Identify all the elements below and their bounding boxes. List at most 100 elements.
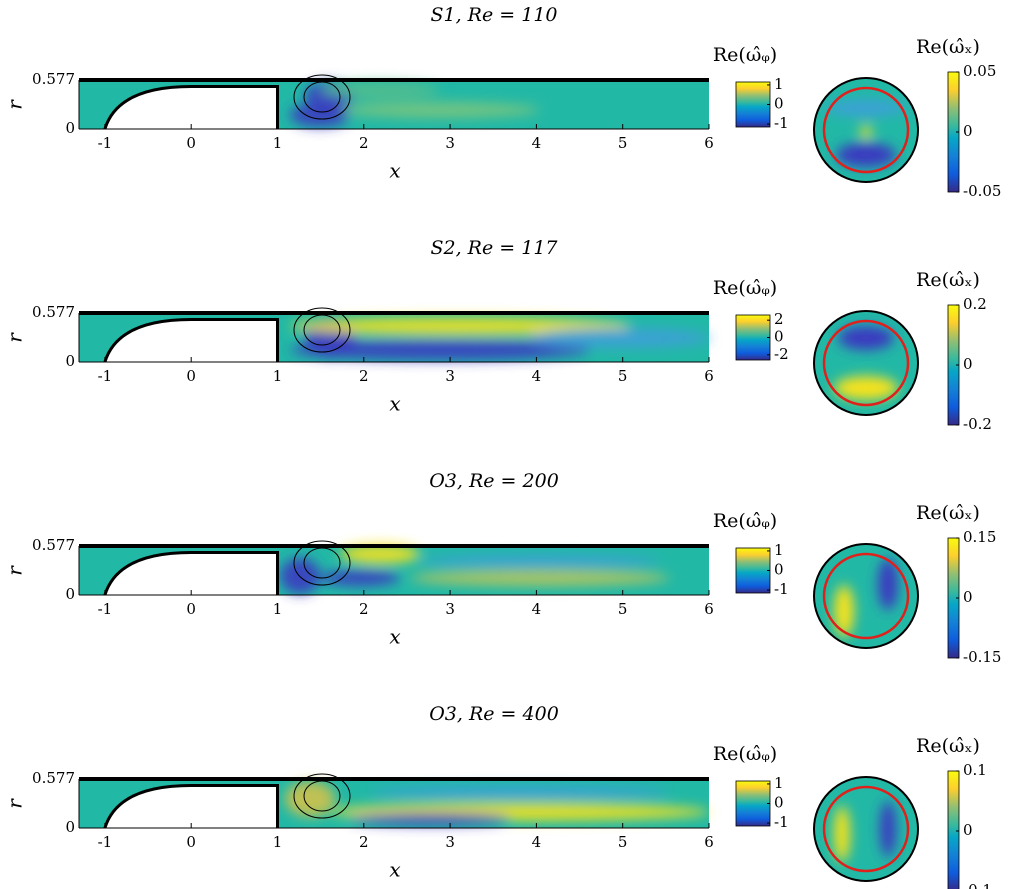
x-tick-label: 0	[186, 134, 196, 152]
field-blob	[410, 570, 670, 586]
field-blob	[290, 317, 630, 335]
colorbar	[735, 81, 771, 128]
section-structures	[826, 100, 906, 167]
field-blob	[320, 570, 400, 586]
section-outline	[813, 776, 919, 882]
field-blob	[290, 103, 350, 127]
x-tick-label: 3	[445, 367, 455, 385]
colorbar-tick-label: 0.15	[963, 528, 996, 546]
section-contour	[822, 552, 910, 640]
contour	[293, 307, 351, 353]
colorbar-label: Re(ω̂ₓ)	[916, 735, 980, 757]
colorbar-label: Re(ω̂ᵩ)	[713, 44, 777, 66]
x-axis-label: x	[389, 858, 400, 882]
panel: O3, Re = 400-1 0 1 2 3 4 5 600.577xrRe(ω̂ᵩ)-101…	[3, 703, 992, 889]
x-tick-label: 2	[359, 833, 369, 851]
y-axis-label: r	[3, 99, 27, 110]
x-tick-label: -1	[98, 833, 113, 851]
x-tick-label: 5	[618, 367, 628, 385]
section-outline	[813, 77, 919, 183]
panel: S1, Re = 110-1 0 1 2 3 4 5 600.577xrRe(ω̂ᵩ)-101…	[3, 4, 1002, 200]
section-blob	[838, 326, 894, 350]
colorbar-tick-label: -1	[774, 813, 789, 831]
field-blob	[340, 544, 420, 564]
colorbar-tick-label: 1	[774, 774, 784, 792]
colorbar-tick-label: 2	[774, 310, 784, 328]
colorbar-label: Re(ω̂ₓ)	[916, 36, 980, 58]
panel: O3, Re = 200-1 0 1 2 3 4 5 600.577xrRe(ω̂ᵩ)-101…	[3, 470, 1002, 666]
colorbar-tick-label: -2	[774, 345, 789, 363]
section-blob	[880, 801, 896, 857]
section-blob	[834, 376, 898, 400]
y-tick-label: 0.577	[32, 769, 75, 787]
field-structures	[285, 781, 710, 825]
colorbar	[735, 547, 771, 594]
x-tick-label: 0	[186, 600, 196, 618]
body-outline	[103, 551, 279, 596]
section-outline	[813, 543, 919, 649]
cross-section	[813, 310, 919, 416]
colorbar-label: Re(ω̂ᵩ)	[713, 743, 777, 765]
y-tick-label: 0	[65, 818, 75, 836]
panel-title: O3, Re = 200	[429, 470, 559, 492]
colorbar	[735, 780, 771, 827]
y-tick-label: 0	[65, 352, 75, 370]
field-blob	[370, 786, 670, 798]
colorbar-label: Re(ω̂ₓ)	[916, 502, 980, 524]
field-blob	[285, 781, 335, 817]
body-outline	[103, 85, 279, 130]
section-outline	[813, 310, 919, 416]
x-tick-label: -1	[98, 600, 113, 618]
section-blob	[826, 100, 906, 116]
x-tick-label: 4	[532, 600, 542, 618]
colorbar-tick-label: -0.1	[963, 881, 992, 889]
x-tick-label: 1	[273, 367, 283, 385]
x-tick-label: 0	[186, 367, 196, 385]
body	[104, 319, 278, 362]
contour	[293, 74, 351, 120]
contour	[293, 773, 351, 819]
body-outline	[103, 318, 279, 363]
colorbar-tick-label: 0	[774, 95, 784, 113]
section-structures	[834, 801, 896, 862]
y-axis-label: r	[3, 332, 27, 343]
x-tick-label: 1	[273, 600, 283, 618]
x-axis-label: x	[389, 159, 400, 183]
x-tick-label: 4	[532, 833, 542, 851]
x-tick-label: 0	[186, 833, 196, 851]
field-blob	[530, 328, 710, 348]
field-structures	[290, 81, 540, 127]
section-blob	[834, 806, 850, 862]
colorbar	[947, 770, 960, 889]
colorbar-tick-label: 0	[774, 561, 784, 579]
section-contour	[822, 785, 910, 873]
cross-section	[813, 543, 919, 649]
x-tick-label: 1	[273, 134, 283, 152]
colorbar-tick-label: -1	[774, 580, 789, 598]
x-tick-label: 2	[359, 367, 369, 385]
x-tick-label: 2	[359, 134, 369, 152]
field-structures	[280, 544, 670, 594]
field-blob	[290, 340, 590, 360]
field-blob	[420, 555, 660, 567]
colorbar-tick-label: 1	[774, 541, 784, 559]
x-tick-label: 6	[704, 600, 714, 618]
y-tick-label: 0.577	[32, 303, 75, 321]
y-tick-label: 0.577	[32, 536, 75, 554]
colorbar-tick-label: 0.05	[963, 62, 996, 80]
x-tick-label: 5	[618, 833, 628, 851]
panel: S2, Re = 117-1 0 1 2 3 4 5 600.577xrRe(ω̂ᵩ)-202…	[3, 237, 992, 433]
colorbar-tick-label: 0	[963, 355, 973, 373]
x-tick-label: -1	[98, 367, 113, 385]
contour	[293, 540, 351, 586]
x-tick-label: 6	[704, 367, 714, 385]
x-tick-label: 4	[532, 134, 542, 152]
section-blob	[860, 126, 872, 138]
panel-title: O3, Re = 400	[429, 703, 559, 725]
y-tick-label: 0	[65, 585, 75, 603]
cross-section	[813, 776, 919, 882]
y-tick-label: 0	[65, 119, 75, 137]
body	[104, 785, 278, 828]
section-structures	[834, 326, 898, 400]
